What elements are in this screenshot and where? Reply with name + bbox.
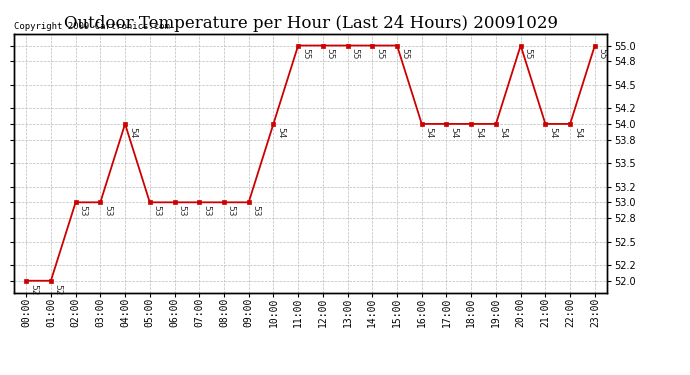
- Text: 52: 52: [29, 284, 38, 295]
- Text: 55: 55: [375, 48, 384, 60]
- Text: 54: 54: [474, 127, 483, 138]
- Text: 53: 53: [177, 205, 186, 217]
- Text: 55: 55: [326, 48, 335, 60]
- Text: 54: 54: [449, 127, 458, 138]
- Text: 55: 55: [351, 48, 359, 60]
- Text: 53: 53: [79, 205, 88, 217]
- Text: 54: 54: [573, 127, 582, 138]
- Text: 54: 54: [128, 127, 137, 138]
- Text: 53: 53: [227, 205, 236, 217]
- Text: 52: 52: [54, 284, 63, 295]
- Text: 53: 53: [251, 205, 260, 217]
- Text: 53: 53: [202, 205, 211, 217]
- Text: 55: 55: [598, 48, 607, 60]
- Text: 55: 55: [524, 48, 533, 60]
- Text: 55: 55: [301, 48, 310, 60]
- Text: 54: 54: [548, 127, 557, 138]
- Text: 53: 53: [103, 205, 112, 217]
- Text: 53: 53: [152, 205, 161, 217]
- Text: 54: 54: [424, 127, 433, 138]
- Text: Copyright 2009 Cartronics.com: Copyright 2009 Cartronics.com: [14, 22, 170, 31]
- Text: 54: 54: [499, 127, 508, 138]
- Text: 55: 55: [400, 48, 408, 60]
- Text: 54: 54: [276, 127, 285, 138]
- Title: Outdoor Temperature per Hour (Last 24 Hours) 20091029: Outdoor Temperature per Hour (Last 24 Ho…: [63, 15, 558, 32]
